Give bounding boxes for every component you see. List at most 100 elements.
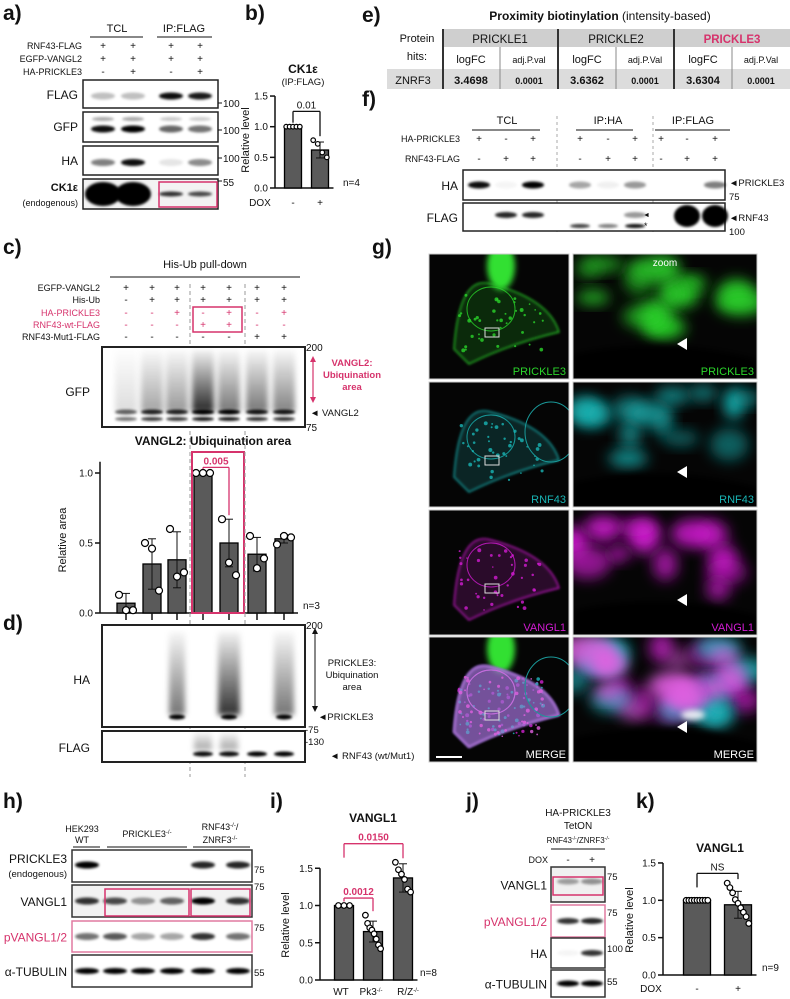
ubiquitin-smear: [246, 350, 268, 412]
blot-band: [219, 751, 239, 757]
x-tick-label: Pk3-/-: [360, 987, 383, 998]
panel-label-a: a): [3, 2, 22, 25]
blot-band: [226, 897, 250, 905]
x-tick-label: -: [291, 198, 294, 209]
blot-label: HA: [73, 673, 90, 687]
band-arrow-label: ◄ VANGL2: [310, 408, 359, 419]
y-tick-label: 1.0: [79, 469, 93, 480]
blot-band: [188, 92, 212, 100]
genotype-superscript: -/-: [230, 823, 236, 829]
sample-size: n=8: [420, 968, 437, 979]
condition-sign: +: [281, 332, 287, 343]
genotype-superscript: -/-: [166, 830, 172, 836]
column-subheader: adj.P.Val: [628, 55, 662, 65]
condition-sign: -: [282, 320, 285, 331]
blot-band: [674, 205, 700, 227]
genotype: RNF43: [547, 836, 573, 845]
condition-label: EGFP-VANGL2: [38, 283, 100, 293]
condition-sign: +: [254, 332, 260, 343]
dox-sign: +: [589, 855, 595, 866]
zoom-label: zoom: [653, 258, 677, 269]
y-tick-label: 0.5: [254, 153, 268, 164]
ubiquitin-smear: [194, 732, 212, 750]
genotype: /ZNRF3: [577, 836, 606, 845]
data-point: [231, 571, 241, 580]
blot-band: [103, 897, 127, 905]
dox-label: DOX: [528, 855, 548, 865]
condition-label: RNF43-Mut1-FLAG: [22, 332, 100, 342]
bait-header: PRICKLE2: [588, 34, 644, 46]
condition-sign: +: [174, 295, 180, 306]
blot-band: [188, 125, 212, 133]
condition-sign: -: [124, 320, 127, 331]
y-tick-label: 0.5: [79, 539, 93, 550]
data-point: [335, 902, 342, 909]
highlight-box: [552, 876, 604, 896]
blot-band: [274, 751, 294, 757]
panel-label-j: j): [465, 790, 479, 813]
condition-sign: +: [684, 154, 690, 165]
blot-band: [581, 878, 603, 885]
ubiquitin-smear: [274, 632, 294, 715]
mw-marker: 75: [607, 872, 618, 883]
data-point: [154, 586, 164, 595]
condition-sign: +: [281, 295, 287, 306]
blot-band: [191, 933, 215, 940]
blot-band: [122, 117, 144, 121]
p-value: NS: [711, 862, 725, 873]
table-value: 3.6304: [686, 75, 721, 87]
blot-band: [557, 980, 579, 987]
data-point: [172, 572, 182, 581]
blot-band: [191, 861, 215, 869]
condition-sign: -: [504, 134, 507, 145]
y-axis-label: Relative level: [240, 107, 252, 172]
condition-sign: +: [712, 154, 718, 165]
ubiquitination-area-label: area: [342, 682, 362, 693]
band-arrow-icon: ◄: [643, 212, 650, 219]
blot-band: [131, 968, 155, 974]
y-tick-label: 1.0: [642, 896, 656, 907]
table-value: 3.6362: [570, 75, 604, 87]
group-header-tcl: TCL: [107, 23, 128, 35]
category-superscript: -/-: [377, 988, 383, 994]
arrowhead-icon: [677, 721, 687, 733]
condition-sign: -: [659, 154, 662, 165]
mw-marker: 100: [223, 99, 240, 110]
condition-sign: +: [605, 154, 611, 165]
data-point: [323, 154, 330, 161]
channel-label: MERGE: [526, 749, 566, 761]
condition-sign: +: [130, 41, 136, 52]
protein-name: ZNRF3: [395, 75, 430, 87]
condition-sign: -: [227, 332, 230, 343]
row-header: Protein: [400, 33, 435, 45]
blot-band: [625, 224, 645, 228]
bar: [682, 899, 712, 976]
blot-band: [91, 125, 115, 133]
data-point: [128, 606, 138, 615]
condition-sign: +: [476, 134, 482, 145]
genotype-superscript: -/-: [605, 836, 610, 842]
ubiquitin-smear: [218, 632, 240, 715]
mw-marker: 200: [306, 621, 323, 632]
condition-sign: -: [150, 320, 153, 331]
blot-sublabel: (endogenous): [8, 869, 67, 880]
y-tick-label: 1.5: [254, 92, 268, 103]
blot-band: [75, 861, 99, 869]
panel-label-h: h): [3, 790, 23, 813]
highlight-box: [192, 306, 243, 333]
condition-sign: +: [149, 283, 155, 294]
blot-band: [192, 417, 214, 421]
mw-marker: 200: [306, 343, 323, 354]
blot-band: [115, 417, 137, 421]
channel-label: VANGL1: [711, 622, 754, 634]
condition-label: RNF43-wt-FLAG: [33, 320, 100, 330]
condition-sign: +: [226, 320, 232, 331]
zoom-region-box: [484, 327, 500, 338]
blot-band: [581, 950, 603, 956]
condition-sign: +: [226, 308, 232, 319]
table-data-row: [387, 69, 790, 89]
micrograph-frame: [428, 253, 570, 380]
blot-label: GFP: [53, 120, 78, 134]
condition-sign: +: [200, 295, 206, 306]
zoom-region-box: [484, 710, 500, 721]
